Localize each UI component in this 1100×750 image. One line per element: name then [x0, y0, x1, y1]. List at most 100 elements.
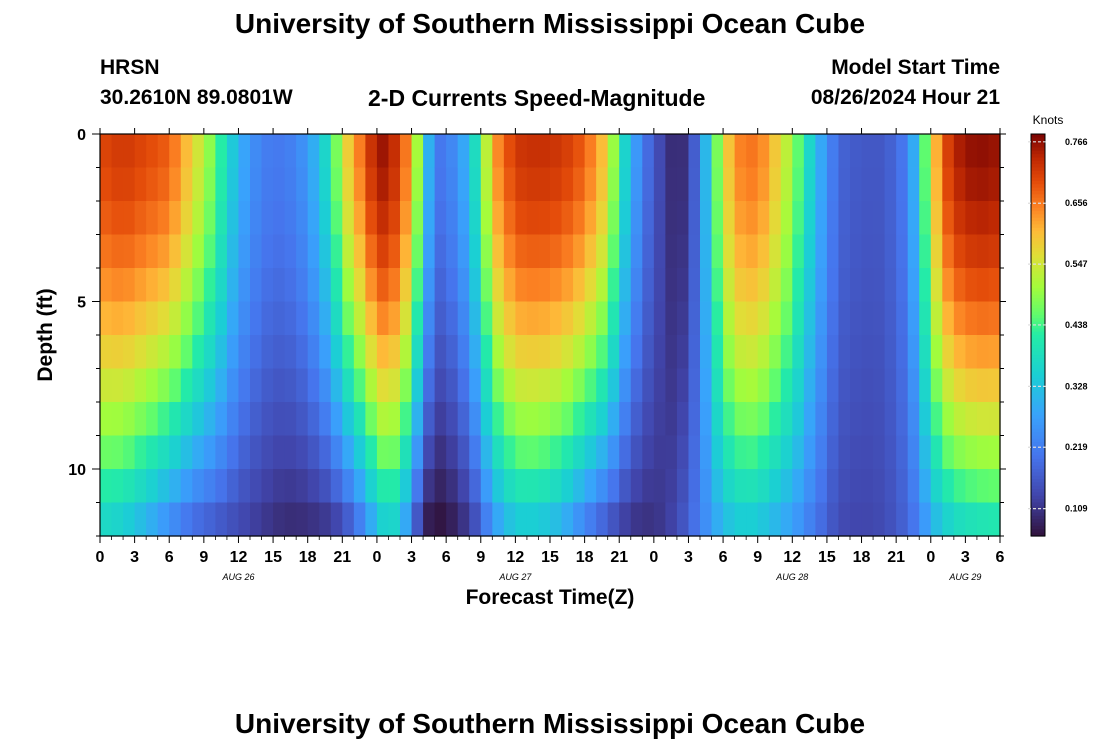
heatmap-cell [700, 201, 713, 236]
heatmap-cell [734, 201, 747, 236]
heatmap-cell [480, 234, 493, 269]
heatmap-cell [792, 301, 805, 336]
heatmap-cell [688, 368, 701, 403]
heatmap-cell [457, 268, 470, 303]
heatmap-cell [376, 201, 390, 236]
colorbar-segment [1031, 150, 1045, 155]
heatmap-cell [953, 268, 966, 303]
heatmap-cell [930, 368, 943, 403]
heatmap-cell [492, 167, 505, 202]
heatmap-cell [907, 435, 920, 470]
heatmap-cell [296, 134, 309, 169]
heatmap-cell [226, 134, 240, 169]
heatmap-cell [180, 134, 193, 169]
heatmap-cell [526, 234, 540, 269]
heatmap-cell [457, 167, 470, 202]
heatmap-cell [215, 502, 228, 537]
heatmap-cell [953, 435, 966, 470]
heatmap-cell [596, 469, 609, 504]
x-tick-label: 15 [818, 549, 836, 566]
x-tick-label: 12 [783, 549, 801, 566]
heatmap-cell [884, 402, 897, 437]
heatmap-cell [653, 167, 666, 202]
heatmap-cell [238, 402, 251, 437]
heatmap-cell [515, 201, 528, 236]
heatmap-cell [284, 402, 297, 437]
heatmap-cell [988, 435, 1001, 470]
x-tick-label: 6 [996, 549, 1005, 566]
heatmap-cell [942, 502, 955, 537]
heatmap-cell [515, 469, 528, 504]
heatmap-cell [573, 502, 586, 537]
colorbar-segment [1031, 338, 1045, 343]
heatmap-cell [284, 268, 297, 303]
heatmap-cell [273, 502, 286, 537]
heatmap-cell [919, 301, 932, 336]
heatmap-cell [319, 335, 332, 370]
heatmap-cell [330, 134, 343, 169]
heatmap-cell [480, 368, 493, 403]
heatmap-cell [434, 502, 447, 537]
heatmap-cell [215, 134, 228, 169]
heatmap-cell [711, 469, 724, 504]
x-tick-label: 9 [199, 549, 208, 566]
heatmap-cell [838, 301, 851, 336]
heatmap-cell [988, 402, 1001, 437]
colorbar-segment [1031, 462, 1045, 467]
heatmap-cell [192, 134, 205, 169]
heatmap-cell [457, 201, 470, 236]
heatmap-cell [907, 502, 920, 537]
heatmap-cell [630, 234, 643, 269]
heatmap-cell [134, 402, 147, 437]
heatmap-cell [376, 268, 390, 303]
heatmap-cell [146, 335, 159, 370]
heatmap-cell [515, 301, 528, 336]
heatmap-cell [411, 469, 424, 504]
heatmap-cell [376, 435, 390, 470]
heatmap-cell [100, 167, 113, 202]
heatmap-cell [111, 201, 124, 236]
colorbar-segment [1031, 204, 1045, 209]
heatmap-cell [792, 268, 805, 303]
x-axis-label: Forecast Time(Z) [466, 586, 635, 609]
heatmap-cell [215, 368, 228, 403]
heatmap-cell [146, 234, 159, 269]
heatmap-cell [469, 469, 482, 504]
heatmap-cell [665, 502, 678, 537]
heatmap-cell [134, 201, 147, 236]
heatmap-cell [307, 402, 320, 437]
heatmap-cell [123, 469, 136, 504]
heatmap-cell [573, 201, 586, 236]
heatmap-cell [976, 402, 990, 437]
heatmap-cell [157, 435, 170, 470]
heatmap-cell [896, 234, 909, 269]
heatmap-cell [134, 268, 147, 303]
heatmap-cell [665, 402, 678, 437]
x-tick-label: 6 [165, 549, 174, 566]
colorbar: 0.766 0.656 0.547 0.438 0.328 0.219 0.109 [1028, 133, 1088, 537]
heatmap-cell [400, 167, 413, 202]
heatmap-cell [526, 368, 540, 403]
heatmap-cell [826, 402, 840, 437]
heatmap-cell [307, 368, 320, 403]
heatmap-cell [780, 469, 793, 504]
heatmap-cell [503, 301, 516, 336]
heatmap-cell [723, 368, 736, 403]
heatmap-cell [388, 469, 401, 504]
heatmap-cell [746, 268, 759, 303]
heatmap-cell [250, 167, 263, 202]
heatmap-cell [261, 502, 274, 537]
heatmap-cell [238, 268, 251, 303]
heatmap-cell [930, 234, 943, 269]
heatmap-cell [919, 368, 932, 403]
heatmap-cell [965, 368, 978, 403]
heatmap-cell [111, 368, 124, 403]
heatmap-cell [792, 502, 805, 537]
heatmap-cell [734, 301, 747, 336]
heatmap-cell [226, 167, 240, 202]
heatmap-cell [861, 268, 874, 303]
station-coordinates: 30.2610N 89.0801W [100, 86, 293, 109]
heatmap-cell [342, 268, 355, 303]
heatmap-cell [619, 402, 632, 437]
colorbar-segment [1031, 174, 1045, 179]
